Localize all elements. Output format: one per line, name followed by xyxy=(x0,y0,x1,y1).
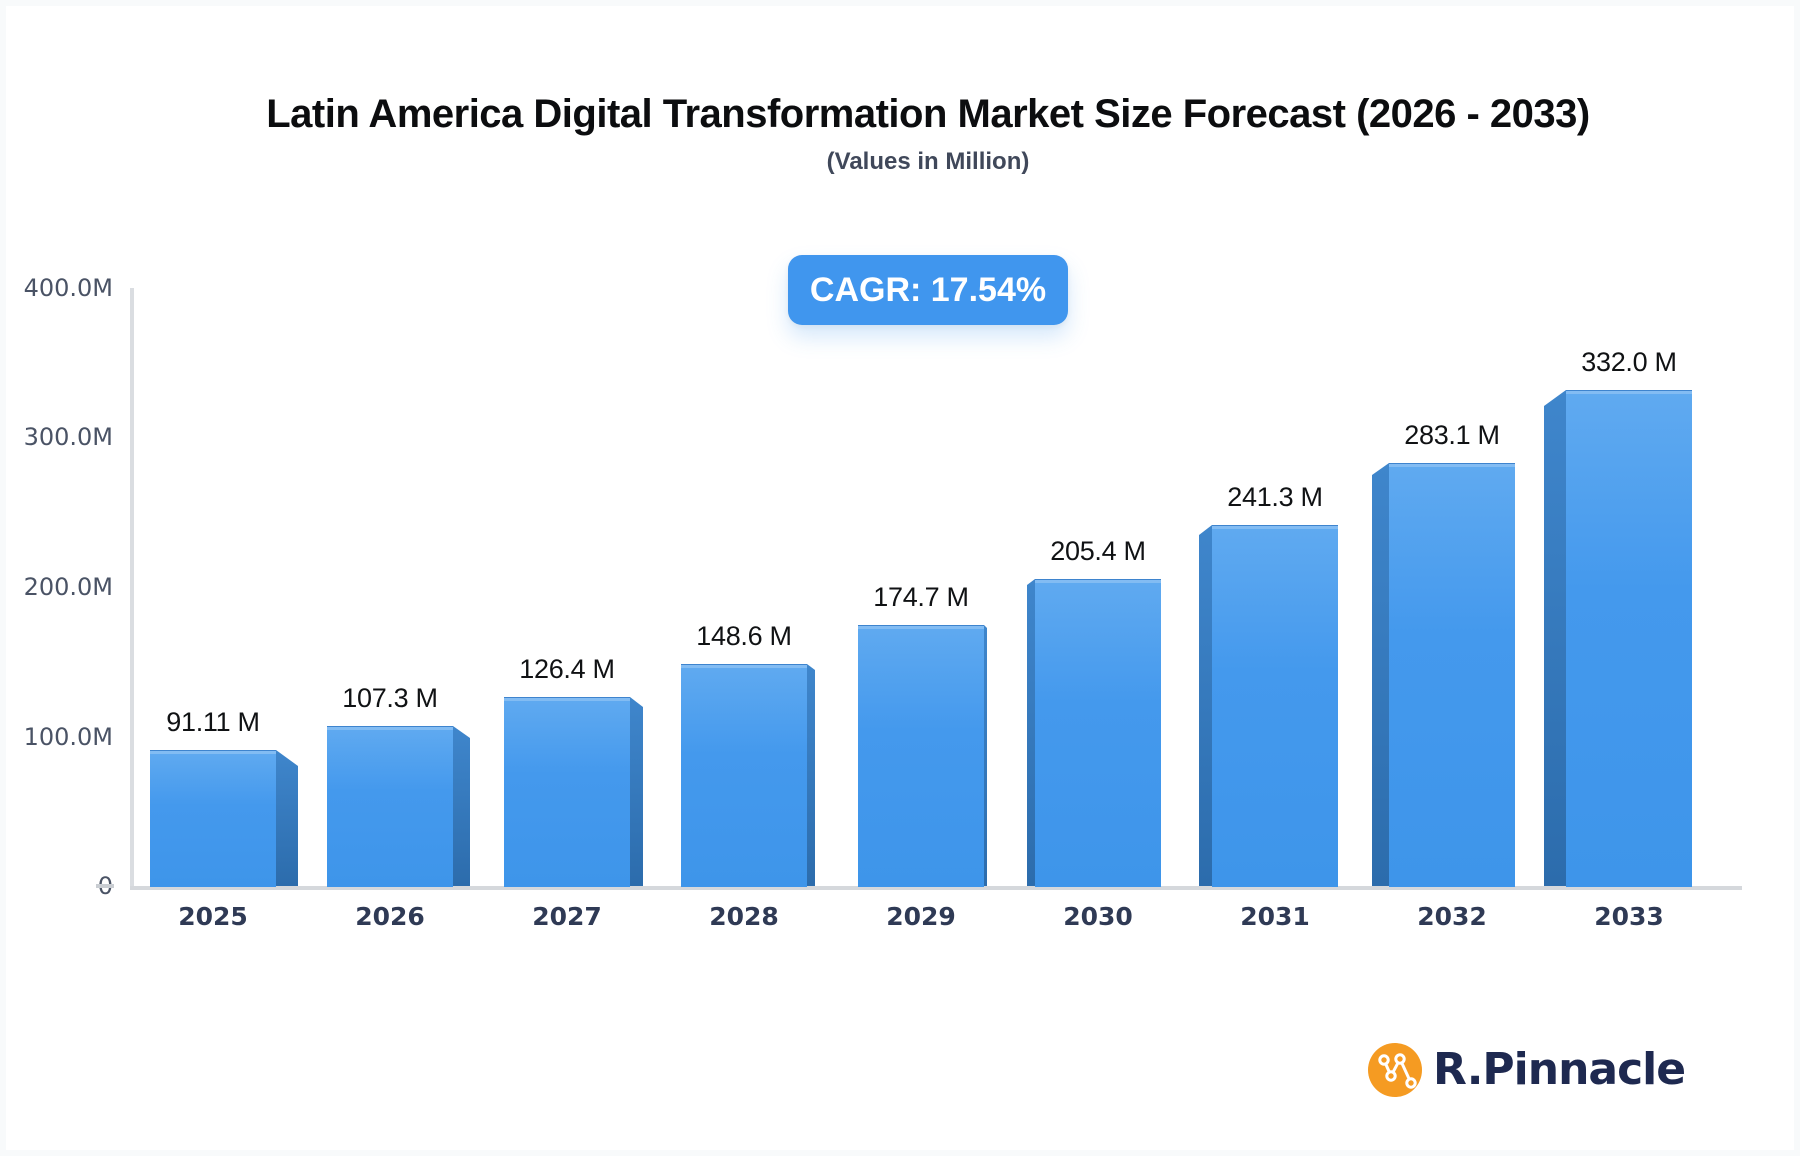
bar-front-face xyxy=(858,625,984,887)
bar-value-label: 107.3 M xyxy=(342,683,438,713)
bar-side-face xyxy=(807,664,815,886)
bar-front-face xyxy=(1212,525,1338,887)
bar-front-face xyxy=(1035,579,1161,887)
x-axis-label: 2025 xyxy=(178,902,248,931)
bar-side-face xyxy=(1544,390,1566,886)
bar-value-label: 174.7 M xyxy=(873,582,969,612)
chart-subtitle: (Values in Million) xyxy=(826,148,1030,175)
y-axis-line xyxy=(130,288,134,888)
chart-title: Latin America Digital Transformation Mar… xyxy=(266,92,1590,136)
bar-front-face xyxy=(1389,463,1515,887)
x-axis-label: 2032 xyxy=(1417,902,1487,931)
bar-value-label: 91.11 M xyxy=(166,707,260,737)
brand-logo: R.Pinnacle xyxy=(1368,1043,1686,1097)
bar-front-face xyxy=(1566,390,1692,887)
y-axis-label: 200.0M xyxy=(23,573,113,601)
bar-value-label: 283.1 M xyxy=(1404,420,1500,450)
zero-tick-mark xyxy=(96,884,114,888)
bar-side-face xyxy=(1372,463,1389,886)
bar-value-label: 148.6 M xyxy=(696,621,792,651)
x-axis-label: 2031 xyxy=(1240,902,1310,931)
bar-front-face xyxy=(150,750,276,887)
x-axis-label: 2030 xyxy=(1063,902,1133,931)
bar-front-face xyxy=(681,664,807,887)
x-axis-label: 2026 xyxy=(355,902,425,931)
bar-value-label: 332.0 M xyxy=(1581,347,1677,377)
bar-value-label: 205.4 M xyxy=(1050,536,1146,566)
x-axis-label: 2029 xyxy=(886,902,956,931)
bar-side-face xyxy=(1027,579,1035,886)
bar-side-face xyxy=(276,750,298,886)
bar-front-face xyxy=(504,697,630,887)
x-axis-line xyxy=(130,886,1742,890)
cagr-badge: CAGR: 17.54% xyxy=(788,255,1068,325)
network-nodes-icon xyxy=(1368,1043,1422,1097)
bar-side-face xyxy=(1199,525,1212,886)
x-axis-label: 2028 xyxy=(709,902,779,931)
bar-value-label: 126.4 M xyxy=(519,654,615,684)
bar-value-label: 241.3 M xyxy=(1227,482,1323,512)
bar-front-face xyxy=(327,726,453,887)
x-axis-label: 2027 xyxy=(532,902,602,931)
y-axis-label: 400.0M xyxy=(23,274,113,302)
y-axis-label: 300.0M xyxy=(23,423,113,451)
brand-name: R.Pinnacle xyxy=(1433,1044,1686,1095)
bar-side-face xyxy=(630,697,643,886)
x-axis-label: 2033 xyxy=(1594,902,1664,931)
bar-side-face xyxy=(984,625,987,886)
bar-side-face xyxy=(453,726,470,886)
y-axis-label: 100.0M xyxy=(23,723,113,751)
